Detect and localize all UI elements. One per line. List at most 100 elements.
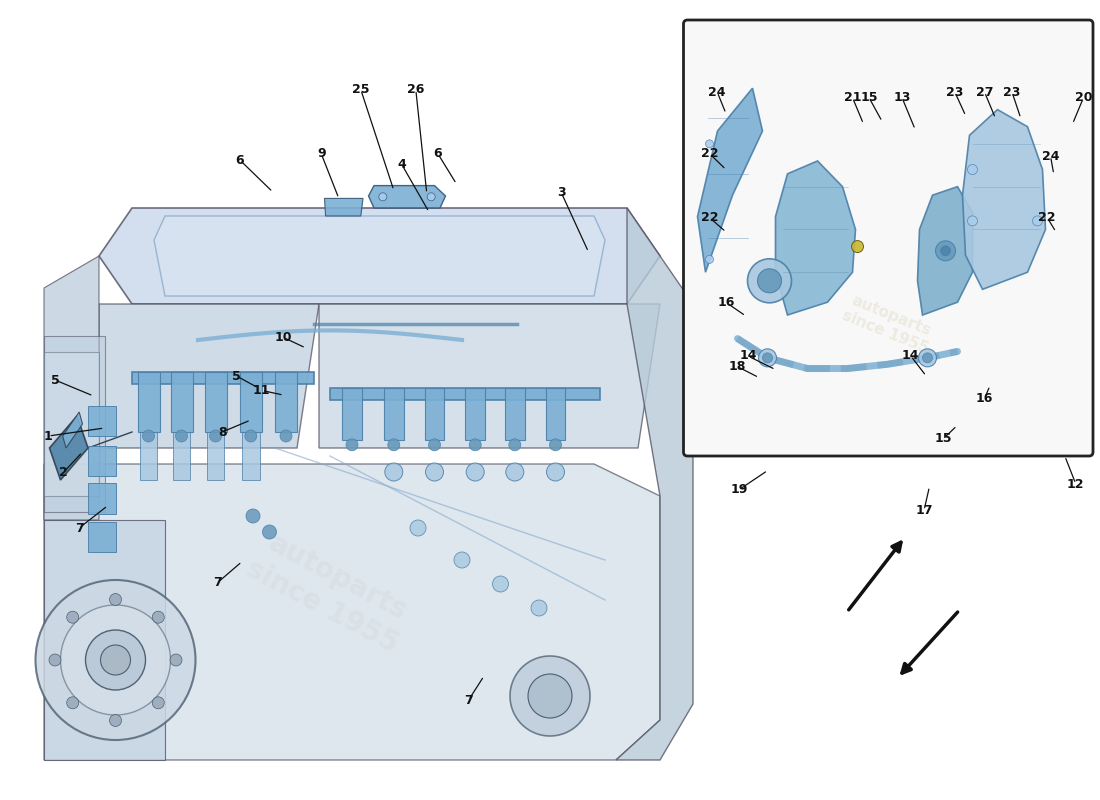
Polygon shape (319, 304, 660, 448)
Polygon shape (330, 388, 600, 400)
Circle shape (410, 520, 426, 536)
Text: 8: 8 (218, 426, 227, 438)
Text: 1: 1 (44, 430, 53, 442)
Circle shape (170, 654, 182, 666)
Polygon shape (917, 186, 972, 315)
Circle shape (705, 255, 714, 263)
Polygon shape (88, 483, 116, 514)
Circle shape (152, 697, 164, 709)
Circle shape (176, 430, 187, 442)
Text: 5: 5 (232, 370, 241, 382)
Text: 18: 18 (728, 360, 746, 373)
Text: 25: 25 (352, 83, 370, 96)
Circle shape (67, 611, 79, 623)
Circle shape (426, 463, 443, 481)
Text: 17: 17 (915, 504, 933, 517)
Circle shape (86, 630, 145, 690)
Circle shape (346, 438, 358, 451)
Text: 14: 14 (739, 350, 757, 362)
Polygon shape (88, 446, 116, 476)
Text: 15: 15 (860, 91, 878, 104)
Polygon shape (44, 464, 660, 760)
Polygon shape (205, 372, 227, 432)
Text: 13: 13 (893, 91, 911, 104)
Text: 7: 7 (75, 522, 84, 534)
Text: 5: 5 (51, 374, 59, 386)
Polygon shape (44, 256, 99, 520)
Circle shape (67, 697, 79, 709)
Circle shape (143, 430, 154, 442)
Text: 27: 27 (976, 86, 993, 98)
Circle shape (50, 654, 60, 666)
Text: 15: 15 (935, 432, 953, 445)
Polygon shape (50, 416, 88, 480)
Text: 10: 10 (275, 331, 293, 344)
Circle shape (378, 193, 387, 201)
Text: 19: 19 (730, 483, 748, 496)
Text: 24: 24 (708, 86, 726, 98)
Circle shape (429, 438, 440, 451)
Circle shape (968, 165, 978, 174)
Circle shape (547, 463, 564, 481)
Circle shape (762, 353, 772, 363)
Text: autoparts
since 1955: autoparts since 1955 (242, 526, 418, 658)
Circle shape (510, 656, 590, 736)
Text: 4: 4 (397, 158, 406, 170)
Text: 16: 16 (976, 392, 993, 405)
Polygon shape (88, 406, 116, 436)
Text: 24: 24 (1042, 150, 1059, 162)
Polygon shape (242, 432, 260, 480)
Polygon shape (44, 352, 99, 496)
Circle shape (758, 269, 781, 293)
Circle shape (968, 216, 978, 226)
Text: 6: 6 (433, 147, 442, 160)
Polygon shape (170, 372, 192, 432)
Circle shape (506, 463, 524, 481)
Polygon shape (342, 388, 362, 440)
Circle shape (210, 430, 221, 442)
Text: 7: 7 (464, 694, 473, 706)
Circle shape (454, 552, 470, 568)
Circle shape (110, 594, 121, 606)
Circle shape (427, 193, 436, 201)
Circle shape (35, 580, 196, 740)
Polygon shape (275, 372, 297, 432)
Circle shape (152, 611, 164, 623)
Polygon shape (546, 388, 565, 440)
Circle shape (1033, 216, 1043, 226)
Circle shape (918, 349, 936, 367)
Text: 14: 14 (902, 350, 920, 362)
FancyBboxPatch shape (683, 20, 1093, 456)
Text: 9: 9 (317, 147, 326, 160)
Circle shape (470, 438, 481, 451)
Circle shape (385, 463, 403, 481)
Polygon shape (616, 208, 693, 760)
Text: 7: 7 (213, 576, 222, 589)
Polygon shape (425, 388, 444, 440)
Circle shape (759, 349, 777, 367)
Circle shape (493, 576, 508, 592)
Polygon shape (697, 88, 762, 272)
Polygon shape (962, 110, 1045, 290)
Polygon shape (154, 216, 605, 296)
Polygon shape (88, 522, 116, 552)
Text: 22: 22 (701, 147, 718, 160)
Text: 26: 26 (407, 83, 425, 96)
Polygon shape (44, 520, 165, 760)
Circle shape (245, 430, 256, 442)
Circle shape (110, 714, 121, 726)
Text: 23: 23 (1003, 86, 1021, 98)
Polygon shape (140, 432, 157, 480)
Polygon shape (44, 336, 104, 512)
Text: 20: 20 (1075, 91, 1092, 104)
Circle shape (550, 438, 561, 451)
Circle shape (940, 246, 950, 256)
Polygon shape (505, 388, 525, 440)
Circle shape (923, 353, 933, 363)
Text: 6: 6 (235, 154, 244, 166)
Text: 22: 22 (701, 211, 718, 224)
Circle shape (388, 438, 399, 451)
Circle shape (246, 509, 260, 523)
Polygon shape (132, 372, 314, 384)
Polygon shape (465, 388, 485, 440)
